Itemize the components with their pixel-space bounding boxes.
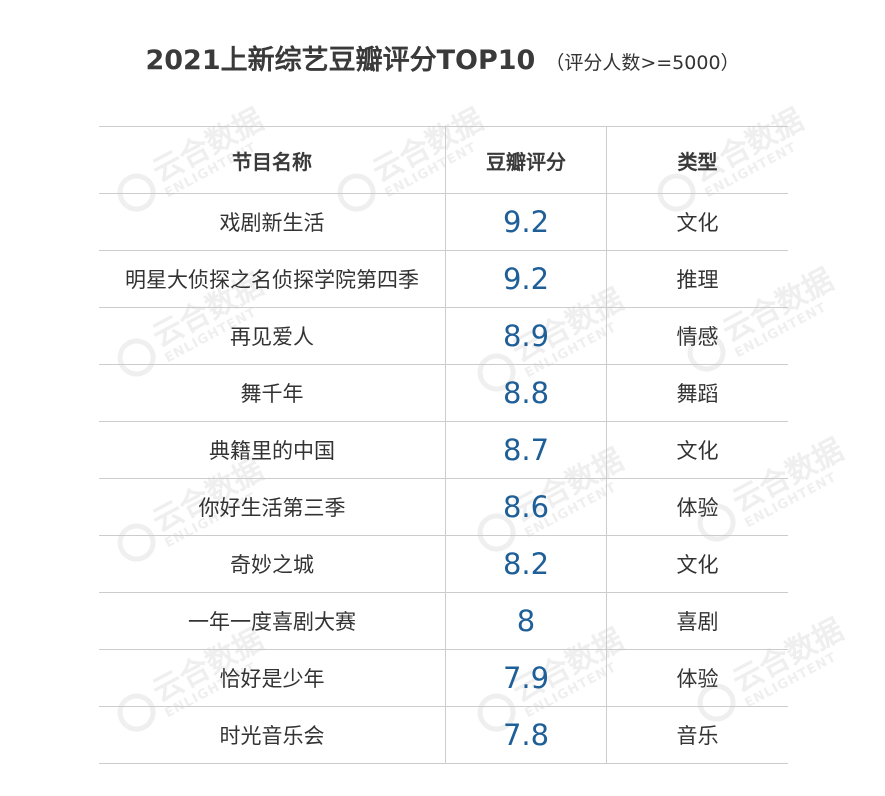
program-name-cell: 一年一度喜剧大赛 <box>99 592 446 650</box>
program-name-cell: 典籍里的中国 <box>99 421 446 479</box>
table-row: 戏剧新生活 9.2 文化 <box>99 193 788 251</box>
score-value: 9.2 <box>502 205 550 239</box>
score-cell: 8.2 <box>445 535 607 593</box>
score-cell: 8.9 <box>445 307 607 365</box>
genre-cell: 音乐 <box>606 706 788 764</box>
table-row: 舞千年 8.8 舞蹈 <box>99 364 788 422</box>
program-name-cell: 时光音乐会 <box>99 706 446 764</box>
score-cell: 7.8 <box>445 706 607 764</box>
program-name-cell: 戏剧新生活 <box>99 193 446 251</box>
genre-cell: 舞蹈 <box>606 364 788 422</box>
genre-cell: 推理 <box>606 250 788 308</box>
program-name-cell: 奇妙之城 <box>99 535 446 593</box>
program-name-cell: 明星大侦探之名侦探学院第四季 <box>99 250 446 308</box>
score-cell: 9.2 <box>445 193 607 251</box>
score-cell: 8 <box>445 592 607 650</box>
score-value: 7.8 <box>502 718 550 752</box>
table-row: 一年一度喜剧大赛 8 喜剧 <box>99 592 788 650</box>
table-header-row: 节目名称 豆瓣评分 类型 <box>99 126 788 194</box>
program-name-cell: 舞千年 <box>99 364 446 422</box>
genre-cell: 情感 <box>606 307 788 365</box>
score-value: 8.8 <box>502 376 550 410</box>
genre-cell: 体验 <box>606 478 788 536</box>
program-name-cell: 你好生活第三季 <box>99 478 446 536</box>
ranking-table: 节目名称 豆瓣评分 类型 戏剧新生活 9.2 文化 明星大侦探之名侦探学院第四季 9.2… <box>99 126 788 764</box>
chart-title: 2021上新综艺豆瓣评分TOP10 <box>145 45 536 76</box>
program-name-cell: 恰好是少年 <box>99 649 446 707</box>
header-douban-score: 豆瓣评分 <box>445 126 607 194</box>
program-name-cell: 再见爱人 <box>99 307 446 365</box>
genre-cell: 体验 <box>606 649 788 707</box>
score-value: 7.9 <box>502 661 550 695</box>
score-cell: 8.7 <box>445 421 607 479</box>
chart-title-row: 2021上新综艺豆瓣评分TOP10 （评分人数>=5000） <box>0 38 885 77</box>
table-row: 你好生活第三季 8.6 体验 <box>99 478 788 536</box>
genre-cell: 文化 <box>606 421 788 479</box>
score-cell: 8.8 <box>445 364 607 422</box>
genre-cell: 文化 <box>606 535 788 593</box>
table-row: 奇妙之城 8.2 文化 <box>99 535 788 593</box>
header-program-name: 节目名称 <box>99 126 446 194</box>
table-row: 再见爱人 8.9 情感 <box>99 307 788 365</box>
score-value: 8.2 <box>502 547 550 581</box>
score-cell: 9.2 <box>445 250 607 308</box>
table-row: 恰好是少年 7.9 体验 <box>99 649 788 707</box>
score-value: 8.6 <box>502 490 550 524</box>
table-row: 明星大侦探之名侦探学院第四季 9.2 推理 <box>99 250 788 308</box>
score-cell: 7.9 <box>445 649 607 707</box>
chart-subtitle: （评分人数>=5000） <box>545 52 740 74</box>
header-genre: 类型 <box>606 126 788 194</box>
score-value: 8 <box>516 604 536 638</box>
score-cell: 8.6 <box>445 478 607 536</box>
score-value: 9.2 <box>502 262 550 296</box>
genre-cell: 喜剧 <box>606 592 788 650</box>
score-value: 8.9 <box>502 319 550 353</box>
genre-cell: 文化 <box>606 193 788 251</box>
score-value: 8.7 <box>502 433 550 467</box>
table-row: 典籍里的中国 8.7 文化 <box>99 421 788 479</box>
table-body: 戏剧新生活 9.2 文化 明星大侦探之名侦探学院第四季 9.2 推理 再见爱人 8.9 情感 舞千… <box>99 193 788 764</box>
table-row: 时光音乐会 7.8 音乐 <box>99 706 788 764</box>
